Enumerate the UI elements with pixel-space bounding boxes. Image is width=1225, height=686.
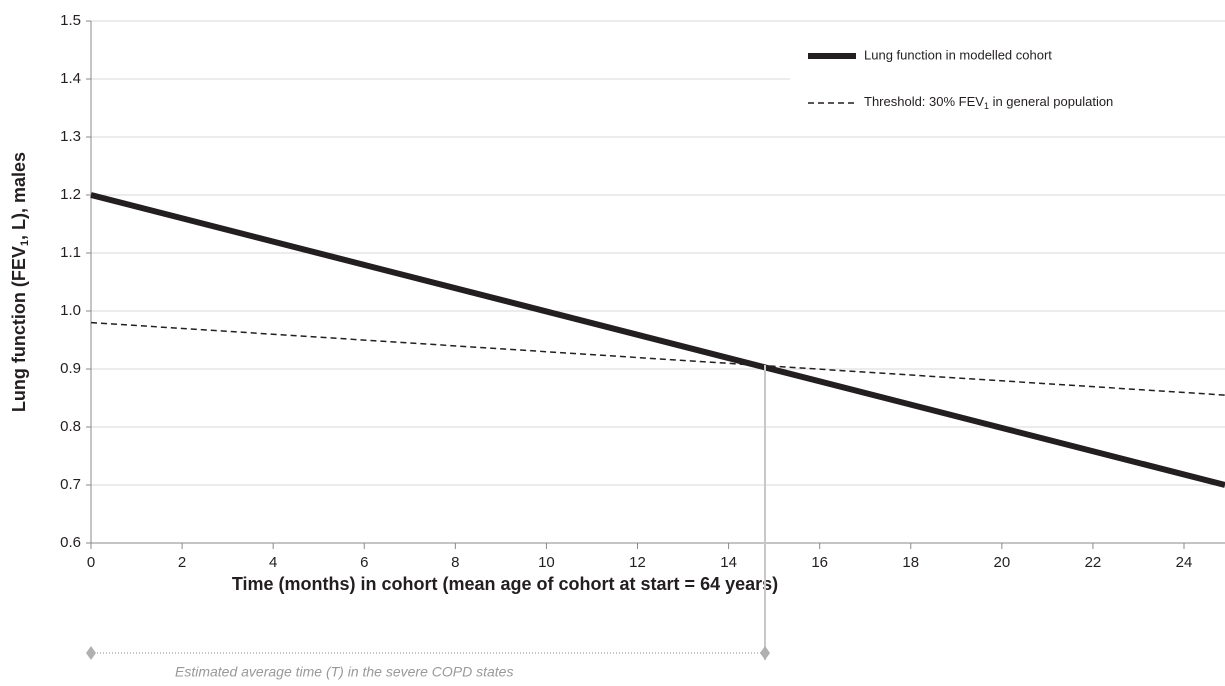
x-axis-label: Time (months) in cohort (mean age of coh… (232, 574, 778, 594)
x-tick-label: 14 (720, 554, 737, 571)
y-label-part: Lung function (FEV (9, 246, 29, 412)
x-tick-label: 18 (902, 554, 919, 571)
legend-bg (790, 30, 1225, 125)
y-axis-label: Lung function (FEV1, L), males (9, 152, 31, 412)
y-tick-label: 1.0 (60, 302, 81, 319)
series-line (90, 321, 1225, 396)
x-tick-label: 16 (811, 554, 828, 571)
y-tick-label: 0.8 (60, 418, 81, 435)
y-tick-label: 1.5 (60, 12, 81, 29)
legend-part: in general population (989, 94, 1113, 109)
x-tick-label: 2 (178, 554, 186, 571)
legend-label: Threshold: 30% FEV1 in general populatio… (864, 94, 1113, 111)
legend-label: Lung function in modelled cohort (864, 47, 1052, 62)
x-tick-label: 4 (269, 554, 277, 571)
y-tick-label: 0.9 (60, 360, 81, 377)
legend-part: Threshold: 30% FEV (864, 94, 984, 109)
legend-sub: 1 (984, 101, 989, 111)
annotation-diamond (86, 646, 96, 660)
x-tick-label: 12 (629, 554, 646, 571)
y-tick-label: 1.3 (60, 128, 81, 145)
x-tick-label: 0 (87, 554, 95, 571)
y-tick-label: 1.4 (60, 70, 81, 87)
x-tick-label: 20 (993, 554, 1010, 571)
y-tick-label: 0.6 (60, 534, 81, 551)
series-line (90, 192, 1225, 488)
x-tick-label: 22 (1085, 554, 1102, 571)
x-tick-label: 10 (538, 554, 555, 571)
x-tick-label: 8 (451, 554, 459, 571)
y-tick-label: 0.7 (60, 476, 81, 493)
y-label-part: , L), males (9, 152, 29, 240)
x-tick-label: 24 (1176, 554, 1193, 571)
y-label-sub: 1 (19, 240, 31, 246)
y-tick-label: 1.2 (60, 186, 81, 203)
annotation-text: Estimated average time (T) in the severe… (175, 664, 513, 680)
x-tick-label: 6 (360, 554, 368, 571)
annotation-diamond (760, 646, 771, 660)
y-tick-label: 1.1 (60, 244, 81, 261)
